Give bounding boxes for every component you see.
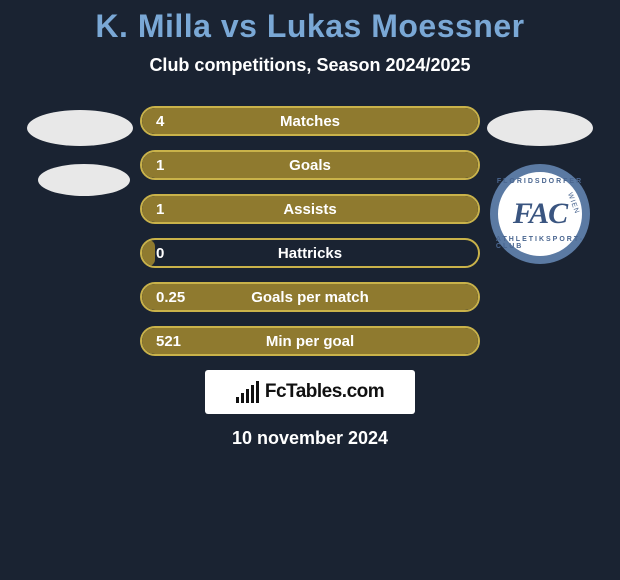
stat-bar: 4 Matches bbox=[140, 106, 480, 136]
stat-label: Goals bbox=[289, 157, 331, 174]
logo-bar-segment bbox=[236, 397, 239, 403]
page-title: K. Milla vs Lukas Moessner bbox=[95, 8, 524, 45]
fctables-logo: FcTables.com bbox=[205, 370, 415, 414]
stat-label: Hattricks bbox=[278, 245, 342, 262]
stat-label: Assists bbox=[283, 201, 336, 218]
stat-value: 1 bbox=[156, 157, 164, 174]
stat-value: 4 bbox=[156, 113, 164, 130]
stats-area: 4 Matches 1 Goals 1 Assists 0 Hattricks 0.25 Goal… bbox=[0, 106, 620, 356]
stat-bar-fill bbox=[142, 240, 155, 266]
stat-value: 0 bbox=[156, 245, 164, 262]
stat-value: 1 bbox=[156, 201, 164, 218]
infographic-root: K. Milla vs Lukas Moessner Club competit… bbox=[0, 0, 620, 580]
stat-bar: 0.25 Goals per match bbox=[140, 282, 480, 312]
stat-bars: 4 Matches 1 Goals 1 Assists 0 Hattricks 0.25 Goal… bbox=[140, 106, 480, 356]
stat-label: Goals per match bbox=[251, 289, 369, 306]
club-badge-text: FAC bbox=[513, 199, 567, 229]
logo-bar-segment bbox=[251, 385, 254, 403]
club-badge-bottom-arc: ATHLETIKSPORT-CLUB bbox=[496, 236, 584, 250]
footer: FcTables.com 10 november 2024 bbox=[205, 370, 415, 449]
player1-club-placeholder bbox=[38, 164, 130, 196]
left-player-col bbox=[20, 106, 140, 214]
club-badge-side: WIEN bbox=[566, 192, 580, 215]
logo-bar-segment bbox=[256, 381, 259, 403]
stat-bar: 0 Hattricks bbox=[140, 238, 480, 268]
stat-bar: 521 Min per goal bbox=[140, 326, 480, 356]
logo-bar-segment bbox=[241, 393, 244, 403]
subtitle: Club competitions, Season 2024/2025 bbox=[149, 55, 470, 76]
right-player-col: FLORIDSDORFER FAC WIEN ATHLETIKSPORT-CLU… bbox=[480, 106, 600, 264]
logo-bar-segment bbox=[246, 389, 249, 403]
logo-text: FcTables.com bbox=[265, 381, 384, 403]
stat-value: 0.25 bbox=[156, 289, 185, 306]
stat-bar: 1 Assists bbox=[140, 194, 480, 224]
stat-value: 521 bbox=[156, 333, 181, 350]
player2-club-badge: FLORIDSDORFER FAC WIEN ATHLETIKSPORT-CLU… bbox=[490, 164, 590, 264]
date-text: 10 november 2024 bbox=[232, 428, 388, 449]
stat-label: Min per goal bbox=[266, 333, 354, 350]
player2-avatar-placeholder bbox=[487, 110, 593, 146]
stat-bar: 1 Goals bbox=[140, 150, 480, 180]
player1-avatar-placeholder bbox=[27, 110, 133, 146]
stat-label: Matches bbox=[280, 113, 340, 130]
club-badge-top-arc: FLORIDSDORFER bbox=[497, 178, 583, 185]
logo-bars-icon bbox=[236, 381, 259, 403]
